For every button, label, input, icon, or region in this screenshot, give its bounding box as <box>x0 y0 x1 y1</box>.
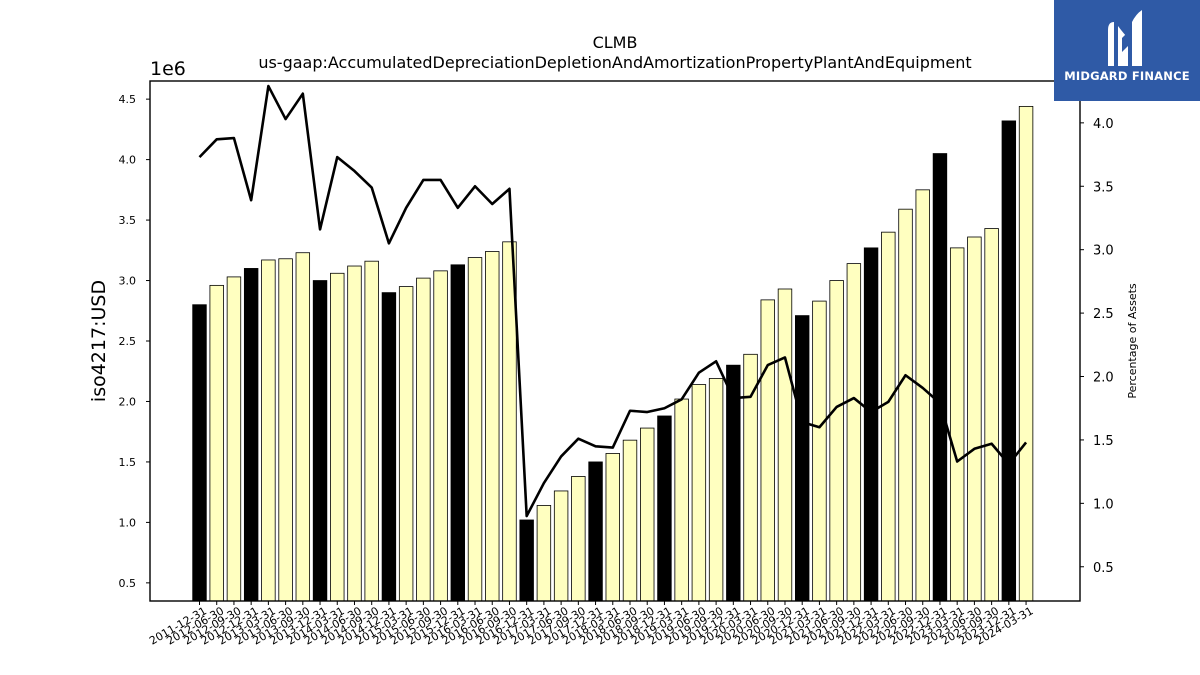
bar <box>915 189 930 601</box>
bar <box>347 265 362 601</box>
bar <box>743 353 758 601</box>
bar <box>588 461 603 601</box>
bar <box>485 251 500 601</box>
y2-tick-label: 3.0 <box>1093 244 1114 259</box>
bar <box>553 490 569 601</box>
bar <box>812 300 827 601</box>
bar <box>795 315 810 601</box>
bar <box>571 476 586 601</box>
bar <box>330 272 345 601</box>
midgard-finance-logo: MIDGARD FINANCE <box>1054 0 1200 101</box>
bar <box>777 288 793 601</box>
bar <box>881 231 896 601</box>
bar <box>605 453 620 601</box>
y2-tick-label: 3.5 <box>1093 180 1114 195</box>
y2-tick-label: 2.5 <box>1093 307 1114 322</box>
bar <box>674 398 689 601</box>
bar <box>381 292 397 601</box>
bar <box>467 257 483 601</box>
bar <box>967 236 982 601</box>
y-tick-label: 2.5 <box>119 335 137 348</box>
bar <box>312 280 328 601</box>
y-offset-label: 1e6 <box>150 58 186 80</box>
bar <box>691 384 707 601</box>
bars <box>192 105 1034 601</box>
bar <box>243 268 259 601</box>
bar <box>450 264 466 601</box>
bar <box>640 427 655 601</box>
bar <box>398 286 414 601</box>
chart-title: CLMB <box>593 33 638 52</box>
y2-tick-label: 1.5 <box>1093 434 1114 449</box>
bar <box>898 208 913 601</box>
y2-tick-label: 0.5 <box>1093 561 1114 576</box>
bar <box>536 505 552 601</box>
bar <box>863 247 879 601</box>
y2-axis-label: Percentage of Assets <box>1126 283 1139 399</box>
y-tick-label: 1.0 <box>119 516 137 529</box>
bar <box>657 415 672 601</box>
bar <box>1001 120 1017 601</box>
bar <box>416 277 431 601</box>
bar <box>1018 105 1034 601</box>
percentage-of-assets-line <box>198 84 1028 518</box>
bar <box>433 270 448 601</box>
y-tick-label: 1.5 <box>119 456 137 469</box>
bar <box>760 299 775 601</box>
bar <box>949 247 965 601</box>
bar <box>932 153 948 601</box>
bar <box>622 439 638 601</box>
y2-tick-label: 1.0 <box>1093 497 1114 512</box>
bar <box>295 252 311 601</box>
bar <box>708 378 724 601</box>
y-axis-label: iso4217:USD <box>88 280 110 402</box>
y-tick-label: 2.0 <box>119 395 137 408</box>
bar <box>192 304 207 601</box>
bar <box>364 260 379 601</box>
y-tick-label: 4.0 <box>119 154 137 167</box>
bar <box>519 519 534 601</box>
bar <box>829 280 844 601</box>
bar <box>984 228 999 601</box>
logo-text: MIDGARD FINANCE <box>1064 69 1190 83</box>
bar <box>726 364 741 601</box>
y-tick-label: 3.5 <box>119 214 137 227</box>
y-tick-label: 0.5 <box>119 577 137 590</box>
y2-tick-label: 2.0 <box>1093 371 1114 386</box>
midgard-logo-icon <box>1108 10 1142 66</box>
chart-subtitle: us-gaap:AccumulatedDepreciationDepletion… <box>258 53 971 72</box>
y2-tick-label: 4.0 <box>1093 117 1114 132</box>
bar <box>846 263 862 601</box>
bar <box>226 276 242 601</box>
y-tick-label: 4.5 <box>119 93 137 106</box>
bar <box>278 258 293 601</box>
bar <box>261 259 276 601</box>
bar <box>209 284 224 601</box>
y-tick-label: 3.0 <box>119 275 137 288</box>
bar <box>502 241 517 601</box>
